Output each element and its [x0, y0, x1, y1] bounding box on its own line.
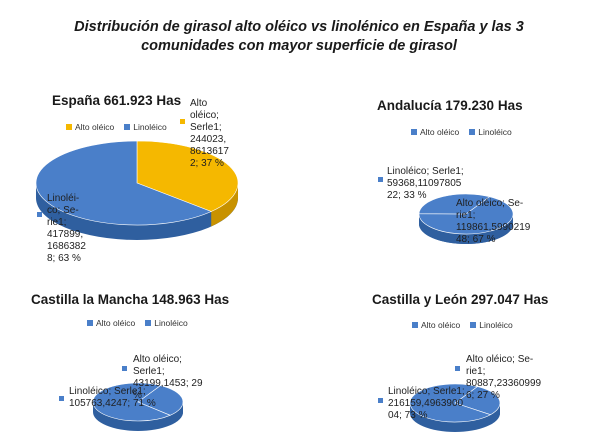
pie-side-slice-leon	[490, 403, 500, 425]
legend-item-lino: Linoléico	[469, 127, 512, 137]
data-label-marker	[59, 396, 64, 401]
chart-title-castilla-leon: Castilla y León 297.047 Has	[372, 292, 549, 307]
pie-slice-leon-alto	[454, 386, 501, 416]
data-label-marker	[37, 212, 42, 217]
pie-mancha	[92, 382, 184, 431]
legend-item-alto: Alto oléico	[412, 320, 460, 330]
data-label-leon-lino: Linoléico; Serle1; 216159,4963900 04; 73…	[388, 386, 465, 421]
pie-side-leon	[410, 403, 500, 432]
legend-item-alto: Alto oléico	[87, 318, 135, 328]
data-label-marker	[378, 177, 383, 182]
legend-castilla-leon: Alto oléico Linoléico	[412, 320, 513, 330]
data-label-leon-alto: Alto oléico; Se- rie1; 80887,23360999 6;…	[466, 354, 542, 401]
legend-label: Linoléico	[478, 127, 512, 137]
legend-label: Alto oléico	[421, 320, 461, 330]
pie-slice-leon-lino	[409, 383, 492, 423]
pie-side-espana	[36, 183, 238, 240]
pie-leon	[409, 383, 501, 432]
legend-label: Linoléico	[133, 122, 167, 132]
data-label-espana-alto: Alto oléico; Serle1; 244023, 8613617 2; …	[190, 98, 229, 169]
legend-label: Alto oléico	[420, 127, 460, 137]
legend-label: Linoléico	[154, 318, 188, 328]
chart-title-castilla-mancha: Castilla la Mancha 148.963 Has	[31, 292, 230, 307]
pie-side-slice-andalucia	[419, 214, 513, 244]
pie-slice-mancha-lino	[92, 382, 171, 422]
data-label-mancha-alto: Alto oléico; Serle1; 43199,1453; 29 %	[133, 354, 203, 401]
legend-item-lino: Linoléico	[145, 318, 188, 328]
pie-slice-espana-alto	[136, 140, 239, 212]
data-label-andalucia-lino: Linoléico; Serle1; 59368,11097805 22; 33…	[387, 166, 464, 201]
main-title: Distribución de girasol alto oléico vs l…	[74, 19, 524, 54]
legend-item-lino: Linoléico	[470, 320, 513, 330]
pie-slice-espana-lino	[35, 140, 212, 226]
chart-title-andalucia: Andalucía 179.230 Has	[377, 98, 523, 113]
pie-slice-mancha-alto	[137, 385, 184, 416]
legend-espana: Alto oléico Linoléico	[66, 122, 167, 132]
pie-side-slice-mancha	[170, 402, 183, 426]
data-label-mancha-lino: Linoléico; Serle1; 105763,4247; 71 %	[69, 386, 156, 409]
data-label-marker	[180, 119, 185, 124]
pie-slice-andalucia-alto	[418, 196, 514, 235]
data-label-marker	[378, 398, 383, 403]
legend-label: Alto oléico	[96, 318, 136, 328]
data-label-marker	[122, 366, 127, 371]
data-label-marker	[455, 366, 460, 371]
pie-slice-andalucia-lino	[418, 193, 491, 215]
chart-title-espana: España 661.923 Has	[52, 93, 182, 108]
legend-castilla-mancha: Alto oléico Linoléico	[87, 318, 188, 328]
legend-label: Linoléico	[479, 320, 513, 330]
legend-item-lino: Linoléico	[124, 122, 167, 132]
pie-side-slice-espana	[211, 183, 238, 227]
legend-item-alto: Alto oléico	[66, 122, 114, 132]
legend-label: Alto oléico	[75, 122, 115, 132]
data-label-andalucia-alto: Alto oléico; Se- rie1; 119861,5990219 48…	[456, 198, 531, 245]
legend-andalucia: Alto oléico Linoléico	[411, 127, 512, 137]
pie-andalucia	[418, 193, 514, 244]
pie-espana	[35, 140, 239, 240]
data-label-espana-lino: Linoléi- co; Se- rie1; 417899, 1686382 8…	[47, 193, 86, 264]
legend-item-alto: Alto oléico	[411, 127, 459, 137]
pie-side-mancha	[93, 402, 183, 431]
